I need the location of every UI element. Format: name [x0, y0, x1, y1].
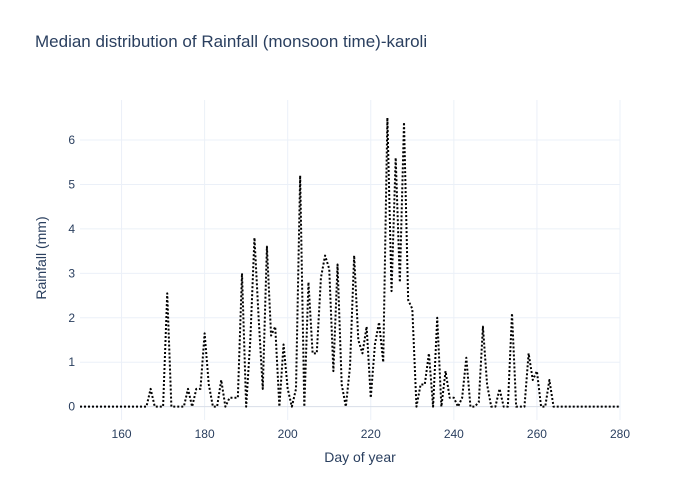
- y-tick-label: 2: [68, 311, 75, 325]
- x-tick-label: 180: [195, 427, 215, 441]
- y-axis-label: Rainfall (mm): [33, 216, 49, 299]
- x-tick-label: 260: [527, 427, 547, 441]
- x-tick-label: 280: [610, 427, 630, 441]
- y-tick-label: 6: [68, 133, 75, 147]
- y-tick-label: 1: [68, 355, 75, 369]
- y-tick-label: 0: [68, 400, 75, 414]
- x-tick-label: 240: [444, 427, 464, 441]
- y-tick-label: 5: [68, 177, 75, 191]
- x-tick-label: 160: [112, 427, 132, 441]
- chart-title: Median distribution of Rainfall (monsoon…: [35, 32, 428, 51]
- rainfall-line: [80, 116, 620, 408]
- x-tick-label: 200: [278, 427, 298, 441]
- x-tick-label: 220: [361, 427, 381, 441]
- y-tick-label: 3: [68, 266, 75, 280]
- x-axis-label: Day of year: [324, 449, 396, 465]
- y-tick-label: 4: [68, 222, 75, 236]
